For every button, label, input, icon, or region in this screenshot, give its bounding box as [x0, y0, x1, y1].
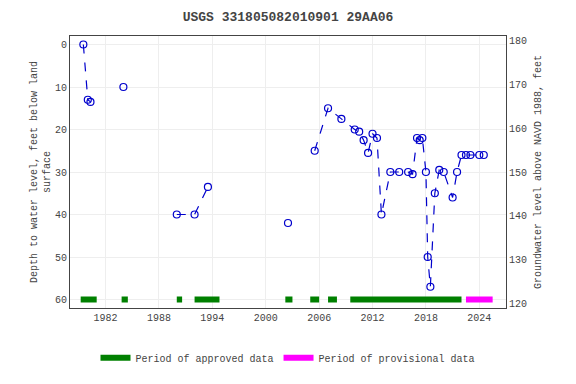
svg-text:2012: 2012 — [361, 313, 385, 324]
svg-text:120: 120 — [509, 299, 527, 310]
svg-text:30: 30 — [55, 168, 67, 179]
svg-text:0: 0 — [61, 40, 67, 51]
svg-text:130: 130 — [509, 255, 527, 266]
svg-text:Period of approved data: Period of approved data — [136, 354, 274, 365]
svg-text:2018: 2018 — [414, 313, 438, 324]
svg-text:20: 20 — [55, 125, 67, 136]
svg-text:170: 170 — [509, 80, 527, 91]
svg-text:160: 160 — [509, 124, 527, 135]
svg-text:1994: 1994 — [200, 313, 224, 324]
svg-text:2000: 2000 — [254, 313, 278, 324]
svg-text:2024: 2024 — [467, 313, 491, 324]
svg-text:60: 60 — [55, 295, 67, 306]
svg-text:1988: 1988 — [147, 313, 171, 324]
svg-text:180: 180 — [509, 36, 527, 47]
svg-text:Period of provisional data: Period of provisional data — [319, 354, 475, 365]
svg-text:150: 150 — [509, 168, 527, 179]
svg-text:Groundwater level above NAVD 1: Groundwater level above NAVD 1988, feet — [533, 55, 544, 289]
svg-text:1982: 1982 — [94, 313, 118, 324]
svg-text:USGS 331805082010901 29AA06: USGS 331805082010901 29AA06 — [183, 10, 394, 25]
svg-text:Depth to water level, feet bel: Depth to water level, feet below landsur… — [29, 61, 53, 283]
svg-text:50: 50 — [55, 253, 67, 264]
svg-text:40: 40 — [55, 210, 67, 221]
svg-text:2006: 2006 — [307, 313, 331, 324]
svg-text:140: 140 — [509, 211, 527, 222]
svg-text:10: 10 — [55, 83, 67, 94]
